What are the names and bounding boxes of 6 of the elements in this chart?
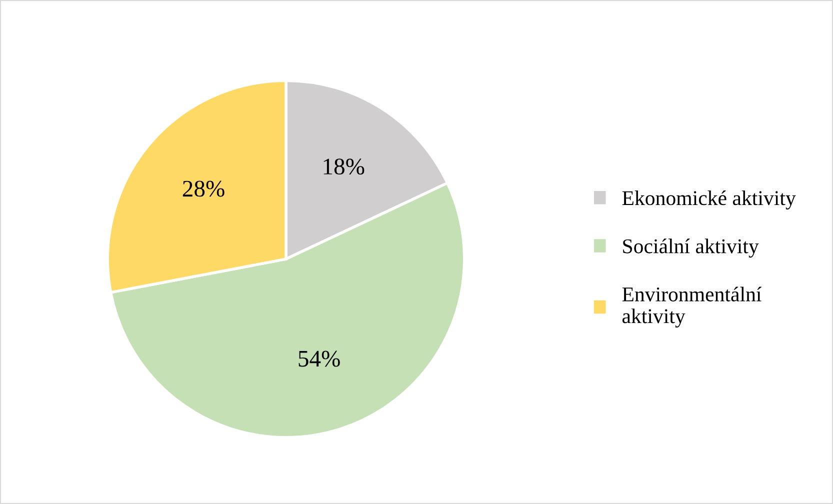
legend-label: Sociální aktivity bbox=[623, 238, 759, 258]
legend-label: Ekonomické aktivity bbox=[622, 190, 796, 210]
legend-label: Environmentální aktivity bbox=[622, 286, 762, 328]
data-label: 18% bbox=[324, 158, 364, 175]
data-label: 54% bbox=[298, 350, 340, 367]
data-label: 28% bbox=[182, 180, 224, 197]
